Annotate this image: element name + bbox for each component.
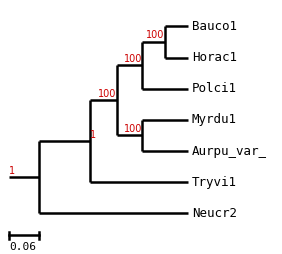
Text: 1: 1	[90, 130, 96, 140]
Text: Neucr2: Neucr2	[192, 207, 237, 220]
Text: Aurpu_var_: Aurpu_var_	[192, 145, 267, 157]
Text: 100: 100	[146, 30, 165, 40]
Text: Bauco1: Bauco1	[192, 20, 237, 33]
Text: Myrdu1: Myrdu1	[192, 113, 237, 126]
Text: 0.06: 0.06	[9, 242, 36, 252]
Text: Tryvi1: Tryvi1	[192, 176, 237, 189]
Text: 1: 1	[9, 166, 16, 176]
Text: Polci1: Polci1	[192, 82, 237, 95]
Text: 100: 100	[124, 54, 142, 64]
Text: 100: 100	[124, 124, 142, 134]
Text: Horac1: Horac1	[192, 51, 237, 64]
Text: 100: 100	[98, 89, 117, 99]
